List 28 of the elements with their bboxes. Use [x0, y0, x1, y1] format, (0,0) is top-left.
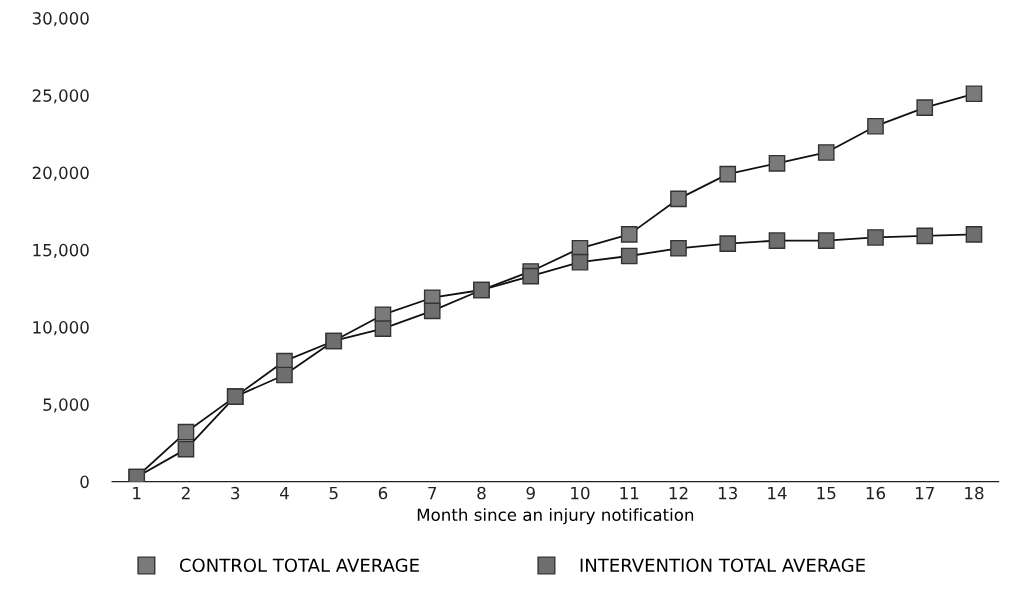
x-tick-label: 13	[718, 486, 737, 500]
x-axis-title: Month since an injury notification	[417, 508, 694, 525]
x-tick-label: 9	[526, 486, 535, 500]
x-tick-label: 3	[231, 486, 240, 500]
y-tick-label: 10,000	[33, 321, 89, 336]
x-tick-label: 7	[428, 486, 437, 500]
x-tick-label: 11	[620, 486, 639, 500]
y-tick-label: 15,000	[33, 243, 89, 259]
x-tick-label: 14	[768, 486, 787, 500]
x-tick-label: 17	[915, 486, 934, 500]
x-tick-label: 2	[181, 486, 190, 500]
y-tick-label: 30,000	[32, 12, 89, 27]
legend-label: CONTROL TOTAL AVERAGE	[179, 558, 419, 573]
x-tick-label: 15	[817, 486, 836, 500]
x-tick-label: 5	[329, 486, 338, 500]
x-tick-label: 8	[477, 486, 486, 500]
x-tick-label: 10	[571, 486, 590, 500]
x-tick-label: 4	[279, 486, 289, 500]
x-tick-label: 16	[866, 486, 886, 500]
x-tick-label: 18	[965, 486, 984, 500]
y-tick-label: 20,000	[32, 166, 89, 181]
x-tick-label: 12	[669, 486, 688, 500]
y-tick-label: 5,000	[43, 398, 89, 413]
y-tick-label: 25,000	[32, 89, 89, 104]
x-tick-label: 1	[133, 486, 141, 500]
legend-label: INTERVENTION TOTAL AVERAGE	[580, 558, 865, 573]
y-tick-label: 0	[80, 475, 89, 489]
x-tick-label: 6	[378, 486, 388, 500]
